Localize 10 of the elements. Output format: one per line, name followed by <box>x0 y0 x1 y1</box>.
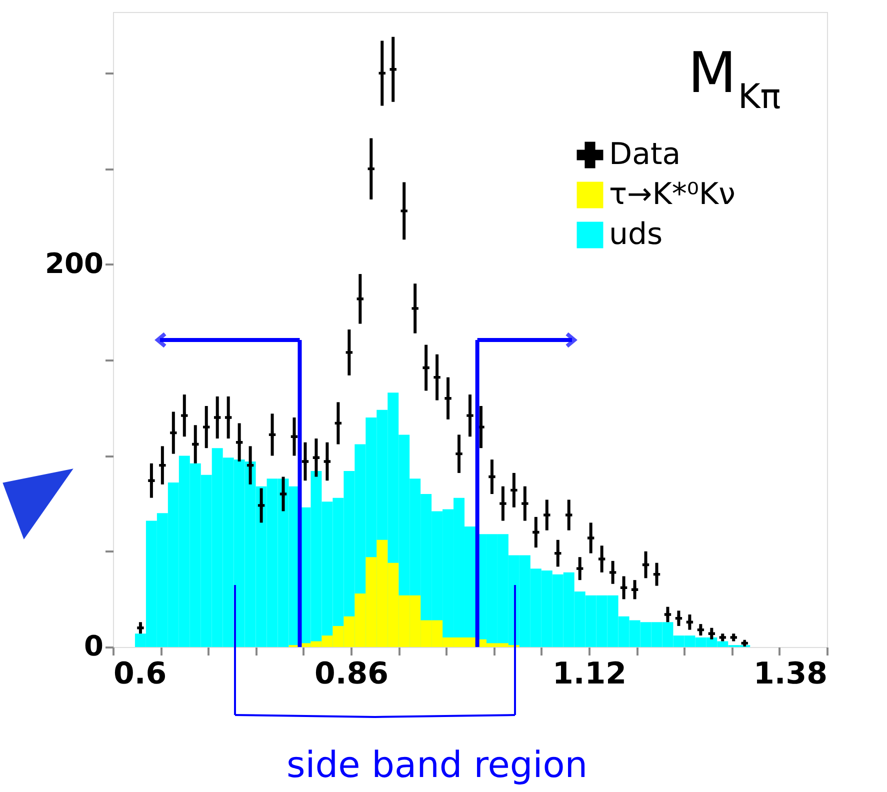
legend-label: uds <box>609 217 663 252</box>
text: side band region <box>286 745 588 786</box>
x-tick-label: 1.12 <box>552 656 627 692</box>
x-tick-label: 1.38 <box>753 656 828 692</box>
x-tick-label: 0.86 <box>314 656 389 692</box>
x-tick-label: 0.6 <box>114 656 167 692</box>
legend-label: Data <box>609 137 681 172</box>
y-tick-label: 200 <box>45 246 104 280</box>
legend-label: τ→K*⁰Kν <box>609 177 736 212</box>
y-tick-label: 0 <box>84 630 104 662</box>
